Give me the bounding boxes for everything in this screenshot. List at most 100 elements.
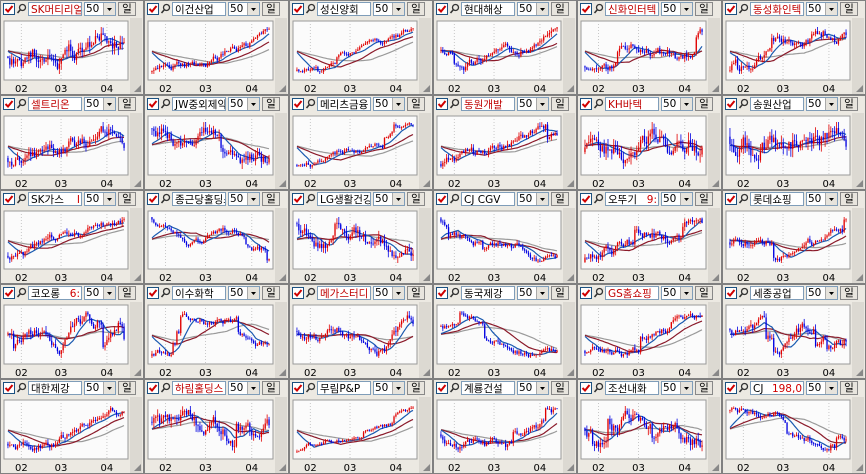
stock-name-input[interactable]: 조선내화 (605, 381, 659, 395)
search-icon[interactable] (449, 287, 460, 299)
unit-button[interactable]: 일 (407, 192, 425, 206)
period-select[interactable]: 50 (228, 381, 260, 395)
checkbox[interactable] (147, 382, 159, 394)
period-select[interactable]: 50 (228, 97, 260, 111)
checkbox[interactable] (725, 3, 737, 15)
search-icon[interactable] (16, 193, 27, 205)
unit-button[interactable]: 일 (118, 286, 136, 300)
dropdown-arrow[interactable] (392, 382, 404, 394)
dropdown-arrow[interactable] (103, 3, 115, 15)
stock-name-input[interactable]: 코오롱 6: (28, 286, 82, 300)
checkbox[interactable] (147, 193, 159, 205)
dropdown-arrow[interactable] (680, 382, 692, 394)
dropdown-arrow[interactable] (536, 3, 548, 15)
period-select[interactable]: 50 (661, 286, 693, 300)
search-icon[interactable] (305, 193, 316, 205)
stock-name-input[interactable]: JW중외제약 (172, 97, 226, 111)
unit-button[interactable]: 일 (695, 192, 713, 206)
unit-button[interactable]: 일 (118, 192, 136, 206)
checkbox[interactable] (436, 287, 448, 299)
dropdown-arrow[interactable] (247, 287, 259, 299)
checkbox[interactable] (436, 193, 448, 205)
checkbox[interactable] (580, 287, 592, 299)
search-icon[interactable] (160, 382, 171, 394)
search-icon[interactable] (593, 3, 604, 15)
period-select[interactable]: 50 (373, 286, 405, 300)
search-icon[interactable] (16, 382, 27, 394)
search-icon[interactable] (160, 287, 171, 299)
checkbox[interactable] (725, 287, 737, 299)
checkbox[interactable] (436, 3, 448, 15)
checkbox[interactable] (147, 287, 159, 299)
dropdown-arrow[interactable] (103, 193, 115, 205)
stock-name-input[interactable]: SK가스 I (28, 192, 82, 206)
stock-name-input[interactable]: 메리츠금융 (317, 97, 371, 111)
stock-name-input[interactable]: KH바텍 (605, 97, 659, 111)
unit-button[interactable]: 일 (840, 286, 858, 300)
unit-button[interactable]: 일 (840, 192, 858, 206)
dropdown-arrow[interactable] (247, 98, 259, 110)
unit-button[interactable]: 일 (262, 381, 280, 395)
search-icon[interactable] (305, 3, 316, 15)
checkbox[interactable] (3, 98, 15, 110)
checkbox[interactable] (147, 3, 159, 15)
unit-button[interactable]: 일 (840, 2, 858, 16)
checkbox[interactable] (725, 193, 737, 205)
period-select[interactable]: 50 (84, 286, 116, 300)
dropdown-arrow[interactable] (680, 193, 692, 205)
dropdown-arrow[interactable] (392, 193, 404, 205)
stock-name-input[interactable]: SK머티리얼 (28, 2, 82, 16)
period-select[interactable]: 50 (84, 2, 116, 16)
period-select[interactable]: 50 (84, 192, 116, 206)
unit-button[interactable]: 일 (695, 97, 713, 111)
dropdown-arrow[interactable] (247, 3, 259, 15)
stock-name-input[interactable]: 계룡건설 (461, 381, 515, 395)
search-icon[interactable] (738, 3, 749, 15)
period-select[interactable]: 50 (228, 192, 260, 206)
stock-name-input[interactable]: CJ 198,0 (750, 381, 804, 395)
period-select[interactable]: 50 (84, 381, 116, 395)
search-icon[interactable] (738, 98, 749, 110)
dropdown-arrow[interactable] (680, 3, 692, 15)
checkbox[interactable] (580, 3, 592, 15)
checkbox[interactable] (292, 287, 304, 299)
period-select[interactable]: 50 (806, 286, 838, 300)
unit-button[interactable]: 일 (840, 381, 858, 395)
period-select[interactable]: 50 (661, 2, 693, 16)
unit-button[interactable]: 일 (262, 2, 280, 16)
stock-name-input[interactable]: 이건산업 (172, 2, 226, 16)
search-icon[interactable] (160, 3, 171, 15)
stock-name-input[interactable]: 동국제강 (461, 286, 515, 300)
period-select[interactable]: 50 (373, 97, 405, 111)
unit-button[interactable]: 일 (118, 97, 136, 111)
unit-button[interactable]: 일 (551, 97, 569, 111)
unit-button[interactable]: 일 (695, 381, 713, 395)
unit-button[interactable]: 일 (118, 2, 136, 16)
dropdown-arrow[interactable] (536, 193, 548, 205)
checkbox[interactable] (147, 98, 159, 110)
unit-button[interactable]: 일 (551, 286, 569, 300)
period-select[interactable]: 50 (661, 97, 693, 111)
period-select[interactable]: 50 (373, 381, 405, 395)
period-select[interactable]: 50 (228, 2, 260, 16)
checkbox[interactable] (3, 193, 15, 205)
dropdown-arrow[interactable] (825, 382, 837, 394)
period-select[interactable]: 50 (373, 2, 405, 16)
unit-button[interactable]: 일 (551, 192, 569, 206)
search-icon[interactable] (16, 287, 27, 299)
stock-name-input[interactable]: 성신양회 (317, 2, 371, 16)
search-icon[interactable] (593, 98, 604, 110)
stock-name-input[interactable]: 송원산업 (750, 97, 804, 111)
search-icon[interactable] (593, 382, 604, 394)
period-select[interactable]: 50 (517, 97, 549, 111)
dropdown-arrow[interactable] (825, 193, 837, 205)
search-icon[interactable] (16, 98, 27, 110)
dropdown-arrow[interactable] (536, 98, 548, 110)
unit-button[interactable]: 일 (262, 192, 280, 206)
search-icon[interactable] (305, 382, 316, 394)
dropdown-arrow[interactable] (825, 3, 837, 15)
stock-name-input[interactable]: 신화인터텍 (605, 2, 659, 16)
search-icon[interactable] (160, 193, 171, 205)
unit-button[interactable]: 일 (407, 2, 425, 16)
dropdown-arrow[interactable] (536, 382, 548, 394)
